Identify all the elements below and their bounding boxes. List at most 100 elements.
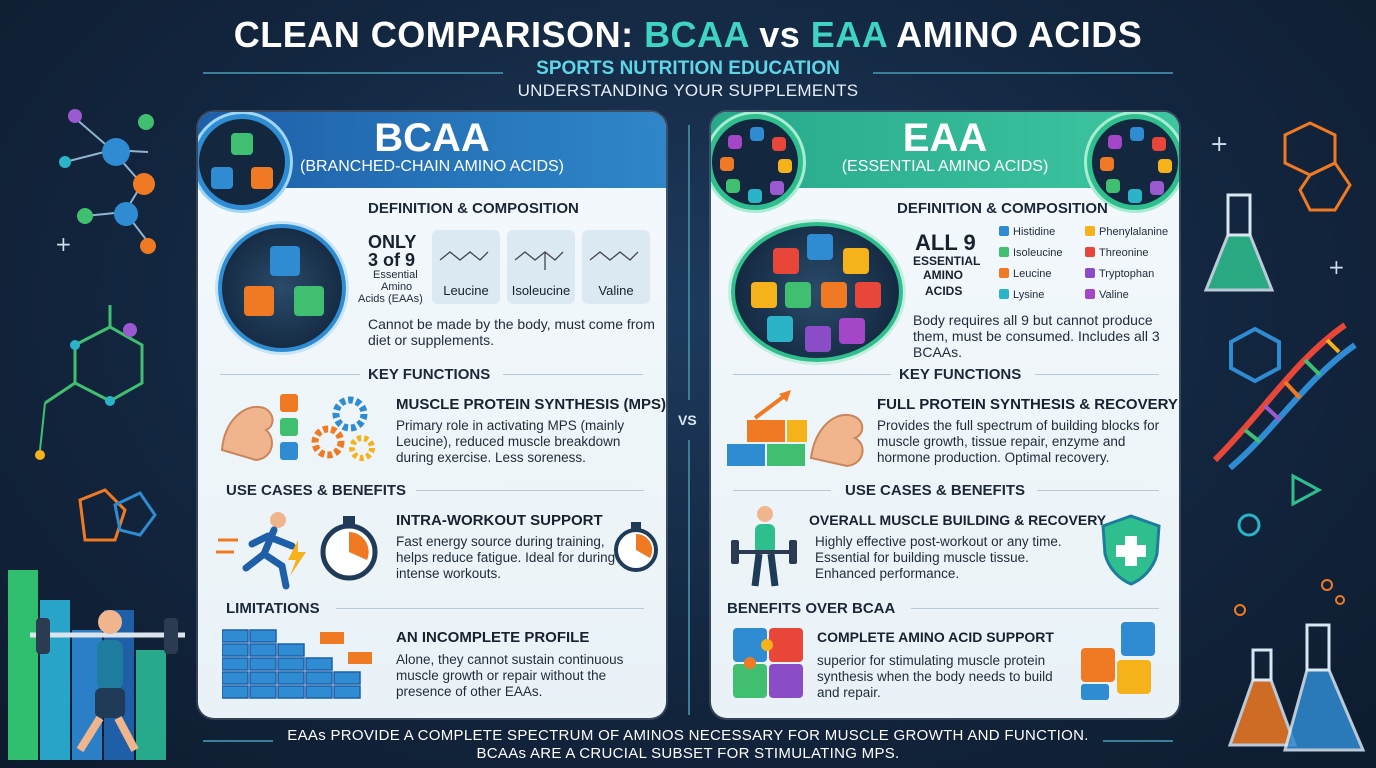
amino-lysine-label: Lysine [1013,289,1045,301]
eaa-function-text: Provides the full spectrum of building b… [877,418,1160,465]
title-vs: vs [748,14,811,55]
eaa-badge-right-icon [1087,114,1179,210]
puzzle-pieces-icon [1081,622,1155,700]
bcaa-limit-rule [336,608,644,609]
lysine-icon [999,289,1009,299]
leucine-label: Leucine [443,283,489,298]
bcaa-limit-text: Alone, they cannot sustain continuous mu… [396,652,624,699]
eaa-cubes-icon [731,222,903,362]
stopwatch-icon [614,522,658,572]
bcaa-limit-heading: LIMITATIONS [226,600,320,617]
bcaa-definition-heading: DEFINITION & COMPOSITION [368,200,579,217]
histidine-icon [999,226,1009,236]
amino-tryptophan: Tryptophan [1085,268,1154,280]
eaa-all-line3: AMINO [923,268,963,282]
bcaa-cubes-icon [218,224,346,352]
eaa-all-label: ALL 9 [915,230,976,255]
phenylalanine-icon [1085,226,1095,236]
vs-label: VS [678,412,697,428]
runner-stopwatch-icon [216,512,378,590]
title-prefix: CLEAN COMPARISON: [233,14,645,55]
bcaa-only-line5: Acids (EAAs) [358,293,423,305]
title-bcaa: BCAA [644,14,749,55]
amino-threonine: Threonine [1085,247,1149,259]
vs-divider-bottom [688,440,690,715]
molecule-decoration-icon [59,109,156,254]
growth-blocks-muscle-icon [727,390,864,468]
amino-valine: Valine [1085,289,1129,301]
eaa-full-name: (ESSENTIAL AMINO ACIDS) [841,158,1049,175]
bcaa-functions-rule-left [220,374,360,375]
eaa-panel: EAA (ESSENTIAL AMINO ACIDS) DEFINITION &… [711,112,1179,718]
bcaa-definition-text: Cannot be made by the body, must come fr… [368,316,655,348]
eaa-all-line4: ACIDS [925,284,963,298]
flasks-icon [1227,579,1366,752]
isoleucine-molecule: Isoleucine [507,230,575,304]
amino-histidine-label: Histidine [1013,226,1056,238]
shield-plus-icon [1101,514,1161,586]
eaa-definition-text: Body requires all 9 but cannot produce t… [913,312,1160,360]
title-rule-right [873,72,1173,74]
eaa-use-rule-right [1037,490,1159,491]
plus-icon-right-2: + [1328,255,1345,279]
bcaa-limit-title: AN INCOMPLETE PROFILE [396,629,590,646]
plus-icon-right: + [1210,132,1229,157]
amino-phenylalanine-label: Phenylalanine [1099,226,1169,238]
amino-isoleucine: Isoleucine [999,247,1063,259]
amino-leucine: Leucine [999,268,1052,280]
bcaa-badge-icon [198,114,290,210]
triangle-icon [1291,473,1323,507]
eaa-benefit-text: superior for stimulating muscle protein … [817,653,1053,700]
bcaa-use-text: Fast energy source during training, help… [396,534,616,581]
isoleucine-label: Isoleucine [511,283,571,298]
tryptophan-icon [1085,268,1095,278]
bcaa-full-name: (BRANCHED-CHAIN AMINO ACIDS) [299,158,565,175]
valine-icon [1085,289,1095,299]
eaa-all-line2: ESSENTIAL [913,254,981,268]
bcaa-only-line3: Essential [373,269,418,281]
incomplete-wall-icon [222,629,372,699]
eaa-use-text: Highly effective post-workout or any tim… [815,534,1062,581]
bcaa-function-title: MUSCLE PROTEIN SYNTHESIS (MPS) [396,396,666,413]
bcaa-functions-rule-right [503,374,643,375]
isoleucine-icon [999,247,1009,257]
amino-phenylalanine: Phenylalanine [1085,226,1168,238]
pentagon-molecule-icon [78,488,157,542]
eaa-functions-rule-left [733,374,891,375]
valine-label: Valine [598,283,634,298]
athlete-barbell-icon [8,570,185,760]
amino-leucine-label: Leucine [1013,268,1052,280]
footer-rule-left [203,740,273,742]
amino-isoleucine-label: Isoleucine [1013,247,1063,259]
eaa-benefit-title: COMPLETE AMINO ACID SUPPORT [817,629,1054,645]
title-suffix: AMINO ACIDS [886,14,1143,55]
eaa-functions-rule-right [1035,374,1159,375]
footer-rule-right [1103,740,1173,742]
muscle-gears-icon [220,394,375,462]
vs-divider-top [688,125,690,400]
eaa-function-title: FULL PROTEIN SYNTHESIS & RECOVERY [877,396,1178,413]
footer-line-2: BCAAs ARE A CRUCIAL SUBSET FOR STIMULATI… [476,745,900,762]
eaa-benefit-rule [911,608,1159,609]
bcaa-use-rule [416,490,644,491]
amino-tryptophan-label: Tryptophan [1099,268,1155,280]
amino-valine-label: Valine [1099,289,1129,301]
eaa-functions-heading: KEY FUNCTIONS [899,366,1022,383]
subtitle-secondary: UNDERSTANDING YOUR SUPPLEMENTS [517,81,859,100]
weightlifter-icon [731,506,797,587]
amino-threonine-label: Threonine [1099,247,1149,259]
hexagon-molecule-icon [35,305,144,460]
puzzle-complete-icon [733,628,803,698]
dna-helix-icon [1212,322,1357,470]
page-title: CLEAN COMPARISON: BCAA vs EAA AMINO ACID… [0,14,1376,56]
title-rule-left [203,72,503,74]
bcaa-title: BCAA [374,116,490,160]
eaa-badge-left-icon [711,114,803,210]
bcaa-use-heading: USE CASES & BENEFITS [226,482,407,499]
eaa-use-rule-left [733,490,831,491]
bcaa-use-title: INTRA-WORKOUT SUPPORT [396,512,603,529]
bcaa-count: 3 of 9 [368,250,416,270]
footer-line-1: EAAs PROVIDE A COMPLETE SPECTRUM OF AMIN… [287,727,1089,744]
hexagon-outline-icon [1229,326,1281,384]
eaa-benefit-heading: BENEFITS OVER BCAA [727,600,896,617]
